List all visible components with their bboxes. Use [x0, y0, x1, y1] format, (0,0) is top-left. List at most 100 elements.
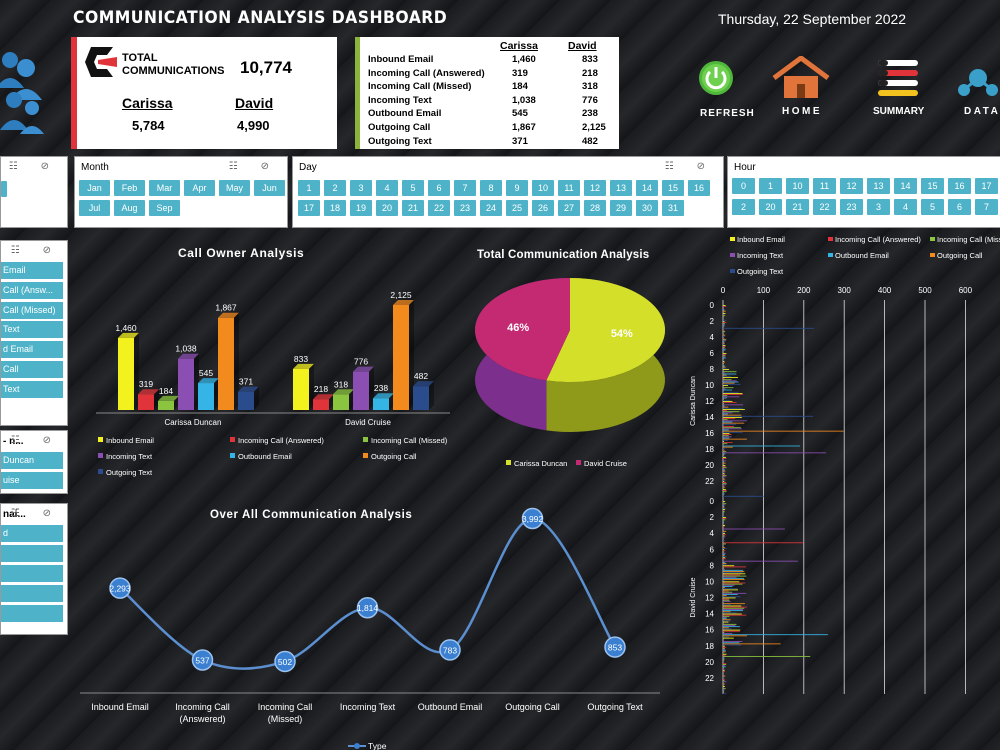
day-slicer-item[interactable]: 26 — [532, 200, 554, 216]
slicer-filter-icons[interactable]: ☷ ⊘ — [10, 245, 61, 256]
bar — [413, 381, 434, 410]
slicer-item[interactable]: Call (Answ... — [1, 281, 63, 299]
slicer-item[interactable]: uise — [1, 472, 63, 489]
day-slicer-item[interactable]: 17 — [298, 200, 320, 216]
hour-slicer-item[interactable]: 16 — [948, 178, 971, 194]
day-slicer-item[interactable]: 1 — [298, 180, 320, 196]
hour-bar — [723, 679, 725, 680]
month-slicer-item[interactable]: Jul — [79, 200, 110, 216]
month-slicer-item[interactable]: Feb — [114, 180, 145, 196]
slicer-item[interactable]: Call (Missed) — [1, 301, 63, 319]
slicer-filter-icons[interactable]: ☷ ⊘ — [664, 161, 715, 172]
slicer-filter-icons[interactable]: ☷ ⊘ — [10, 508, 61, 519]
dashboard-title: COMMUNICATION ANALYSIS DASHBOARD — [73, 8, 448, 28]
day-slicer-item[interactable]: 18 — [324, 200, 346, 216]
hour-slicer-item[interactable]: 4 — [894, 199, 917, 215]
day-slicer-item[interactable]: 29 — [610, 200, 632, 216]
day-slicer-item[interactable]: 6 — [428, 180, 450, 196]
hour-slicer-item[interactable]: 0 — [732, 178, 755, 194]
summary-button[interactable] — [874, 58, 922, 105]
slicer-item[interactable]: Duncan — [1, 452, 63, 469]
hour-bar — [723, 629, 741, 631]
slicer-filter-icons[interactable]: ☷ ⊘ — [228, 161, 279, 172]
slicer-item[interactable]: d Email — [1, 341, 63, 359]
day-slicer-item[interactable]: 16 — [688, 180, 710, 196]
hour-slicer-item[interactable]: 3 — [867, 199, 890, 215]
hour-slicer-item[interactable]: 5 — [921, 199, 944, 215]
hour-slicer-item[interactable]: 2 — [732, 199, 755, 215]
data-button[interactable] — [958, 60, 1000, 105]
hour-bar — [723, 530, 727, 532]
hour-bar — [723, 409, 745, 410]
hour-slicer-item[interactable]: 6 — [948, 199, 971, 215]
day-slicer-item[interactable]: 3 — [350, 180, 372, 196]
day-slicer-item[interactable]: 4 — [376, 180, 398, 196]
hour-bar — [723, 450, 725, 451]
month-slicer-item[interactable]: Aug — [114, 200, 145, 216]
hour-slicer-item[interactable]: 14 — [894, 178, 917, 194]
day-slicer-item[interactable]: 12 — [584, 180, 606, 196]
day-slicer-item[interactable]: 25 — [506, 200, 528, 216]
day-slicer-item[interactable]: 20 — [376, 200, 398, 216]
slicer-stub-chip[interactable] — [1, 181, 7, 197]
hour-slicer-item[interactable]: 17 — [975, 178, 998, 194]
hour-slicer-item[interactable]: 10 — [786, 178, 809, 194]
day-slicer-item[interactable]: 28 — [584, 200, 606, 216]
day-slicer-item[interactable]: 31 — [662, 200, 684, 216]
day-slicer-item[interactable]: 5 — [402, 180, 424, 196]
hour-bar — [723, 614, 747, 616]
month-slicer-item[interactable]: May — [219, 180, 250, 196]
slicer-item[interactable] — [1, 545, 63, 562]
day-slicer-item[interactable]: 14 — [636, 180, 658, 196]
day-slicer-item[interactable]: 10 — [532, 180, 554, 196]
hour-y-tick: 2 — [710, 317, 715, 326]
hour-bar — [723, 535, 725, 537]
hour-slicer-item[interactable]: 7 — [975, 199, 998, 215]
month-slicer-item[interactable]: Jan — [79, 180, 110, 196]
day-slicer-item[interactable]: 13 — [610, 180, 632, 196]
day-slicer-item[interactable]: 23 — [454, 200, 476, 216]
slicer-filter-icons[interactable]: ☷ ⊘ — [10, 435, 61, 446]
day-slicer-item[interactable]: 27 — [558, 200, 580, 216]
hour-bar — [723, 479, 726, 481]
day-slicer-item[interactable]: 8 — [480, 180, 502, 196]
day-slicer-item[interactable]: 2 — [324, 180, 346, 196]
slicer-item[interactable]: Call — [1, 361, 63, 378]
month-slicer-item[interactable]: Apr — [184, 180, 215, 196]
day-slicer-item[interactable]: 21 — [402, 200, 424, 216]
hour-slicer-item[interactable]: 21 — [786, 199, 809, 215]
slicer-item[interactable]: d — [1, 525, 63, 542]
hour-slicer-item[interactable]: 22 — [813, 199, 836, 215]
date-display: Thursday, 22 September 2022 — [718, 11, 907, 27]
day-slicer-item[interactable]: 7 — [454, 180, 476, 196]
slicer-item[interactable]: Text — [1, 321, 63, 339]
day-slicer-item[interactable]: 19 — [350, 200, 372, 216]
day-slicer-item[interactable]: 11 — [558, 180, 580, 196]
hour-bar — [723, 445, 801, 447]
hour-bar — [723, 422, 745, 424]
refresh-button[interactable] — [698, 60, 734, 101]
month-slicer-item[interactable]: Sep — [149, 200, 180, 216]
slicer-item[interactable] — [1, 605, 63, 622]
day-slicer-item[interactable]: 30 — [636, 200, 658, 216]
slicer-item[interactable]: Text — [1, 380, 63, 398]
hour-slicer-item[interactable]: 20 — [759, 199, 782, 215]
hour-slicer-item[interactable]: 12 — [840, 178, 863, 194]
slicer-item[interactable]: Email — [1, 262, 63, 279]
day-slicer-item[interactable]: 9 — [506, 180, 528, 196]
hour-slicer-item[interactable]: 23 — [840, 199, 863, 215]
day-slicer-item[interactable]: 24 — [480, 200, 502, 216]
hour-bar — [723, 571, 745, 572]
slicer-item[interactable] — [1, 585, 63, 602]
month-slicer-item[interactable]: Jun — [254, 180, 285, 196]
hour-slicer-item[interactable]: 15 — [921, 178, 944, 194]
month-slicer-item[interactable]: Mar — [149, 180, 180, 196]
hour-slicer-item[interactable]: 1 — [759, 178, 782, 194]
hour-bar — [723, 386, 725, 387]
slicer-item[interactable] — [1, 565, 63, 582]
hour-slicer-item[interactable]: 11 — [813, 178, 836, 194]
home-button[interactable] — [770, 54, 832, 105]
day-slicer-item[interactable]: 22 — [428, 200, 450, 216]
day-slicer-item[interactable]: 15 — [662, 180, 684, 196]
hour-slicer-item[interactable]: 13 — [867, 178, 890, 194]
